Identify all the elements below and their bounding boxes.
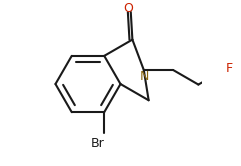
Text: F: F xyxy=(226,62,233,75)
Text: O: O xyxy=(123,2,133,15)
Text: Br: Br xyxy=(91,137,105,150)
Text: N: N xyxy=(140,70,149,83)
